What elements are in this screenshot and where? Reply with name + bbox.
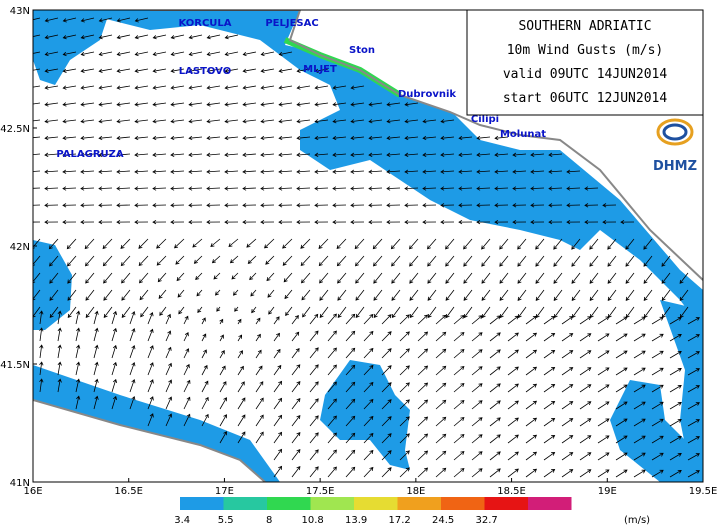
legend-swatch [441, 497, 485, 510]
header-line: valid 09UTC 14JUN2014 [503, 67, 668, 82]
legend-label: 17.2 [389, 515, 411, 526]
place-label: PALAGRUZA [56, 149, 124, 160]
logo-text: DHMZ [653, 159, 697, 174]
place-labels: KORCULA PELJESAC Ston LASTOVO MLJET Dubrovnik… [56, 18, 546, 160]
place-label: MLJET [303, 64, 337, 75]
x-tick-label: 19E [598, 486, 617, 497]
legend-swatch [267, 497, 311, 510]
x-tick-label: 16E [23, 486, 42, 497]
legend: 3.4 5.5 8 10.8 13.9 17.2 24.5 32.7 (m/s) [174, 497, 650, 526]
x-tick-label: 18.5E [497, 486, 526, 497]
place-label: Dubrovnik [398, 89, 456, 100]
legend-swatch [180, 497, 224, 510]
legend-label: 32.7 [476, 515, 498, 526]
x-tick-label: 18E [406, 486, 425, 497]
y-tick-label: 41N [10, 478, 30, 489]
x-tick-label: 17.5E [306, 486, 335, 497]
place-label: Molunat [500, 129, 546, 140]
x-tick-label: 17E [215, 486, 234, 497]
x-tick-label: 19.5E [689, 486, 718, 497]
place-label: Cilipi [471, 114, 499, 125]
legend-label: 3.4 [174, 515, 190, 526]
legend-swatch [528, 497, 572, 510]
legend-label: 24.5 [432, 515, 454, 526]
header-box [466, 9, 704, 116]
legend-swatch [354, 497, 398, 510]
legend-label: 5.5 [218, 515, 234, 526]
place-label: KORCULA [178, 18, 231, 29]
x-axis: 16E 16.5E 17E 17.5E 18E 18.5E 19E 19.5E [23, 478, 717, 497]
place-label: LASTOVO [179, 66, 231, 77]
legend-label: 8 [266, 515, 272, 526]
legend-label: 13.9 [345, 515, 367, 526]
y-tick-label: 41.5N [0, 360, 30, 371]
place-label: Ston [349, 45, 375, 56]
legend-swatch [223, 497, 267, 510]
logo: DHMZ [653, 118, 697, 174]
header-line: SOUTHERN ADRIATIC [518, 19, 651, 34]
y-tick-label: 42.5N [0, 124, 30, 135]
header-line: start 06UTC 12JUN2014 [503, 91, 668, 106]
header-line: 10m Wind Gusts (m/s) [507, 43, 664, 58]
x-tick-label: 16.5E [114, 486, 143, 497]
y-tick-label: 42N [10, 242, 30, 253]
legend-label: 10.8 [302, 515, 324, 526]
header: SOUTHERN ADRIATIC 10m Wind Gusts (m/s) val… [503, 19, 668, 106]
arrow-field [33, 17, 700, 478]
legend-swatch [310, 497, 354, 510]
wind-arrows [33, 17, 700, 478]
y-tick-label: 43N [10, 6, 30, 17]
y-axis: 43N 42.5N 42N 41.5N 41N [0, 6, 37, 489]
legend-unit: (m/s) [624, 515, 650, 526]
place-label: PELJESAC [265, 18, 318, 29]
legend-swatch [397, 497, 441, 510]
legend-swatch [484, 497, 528, 510]
